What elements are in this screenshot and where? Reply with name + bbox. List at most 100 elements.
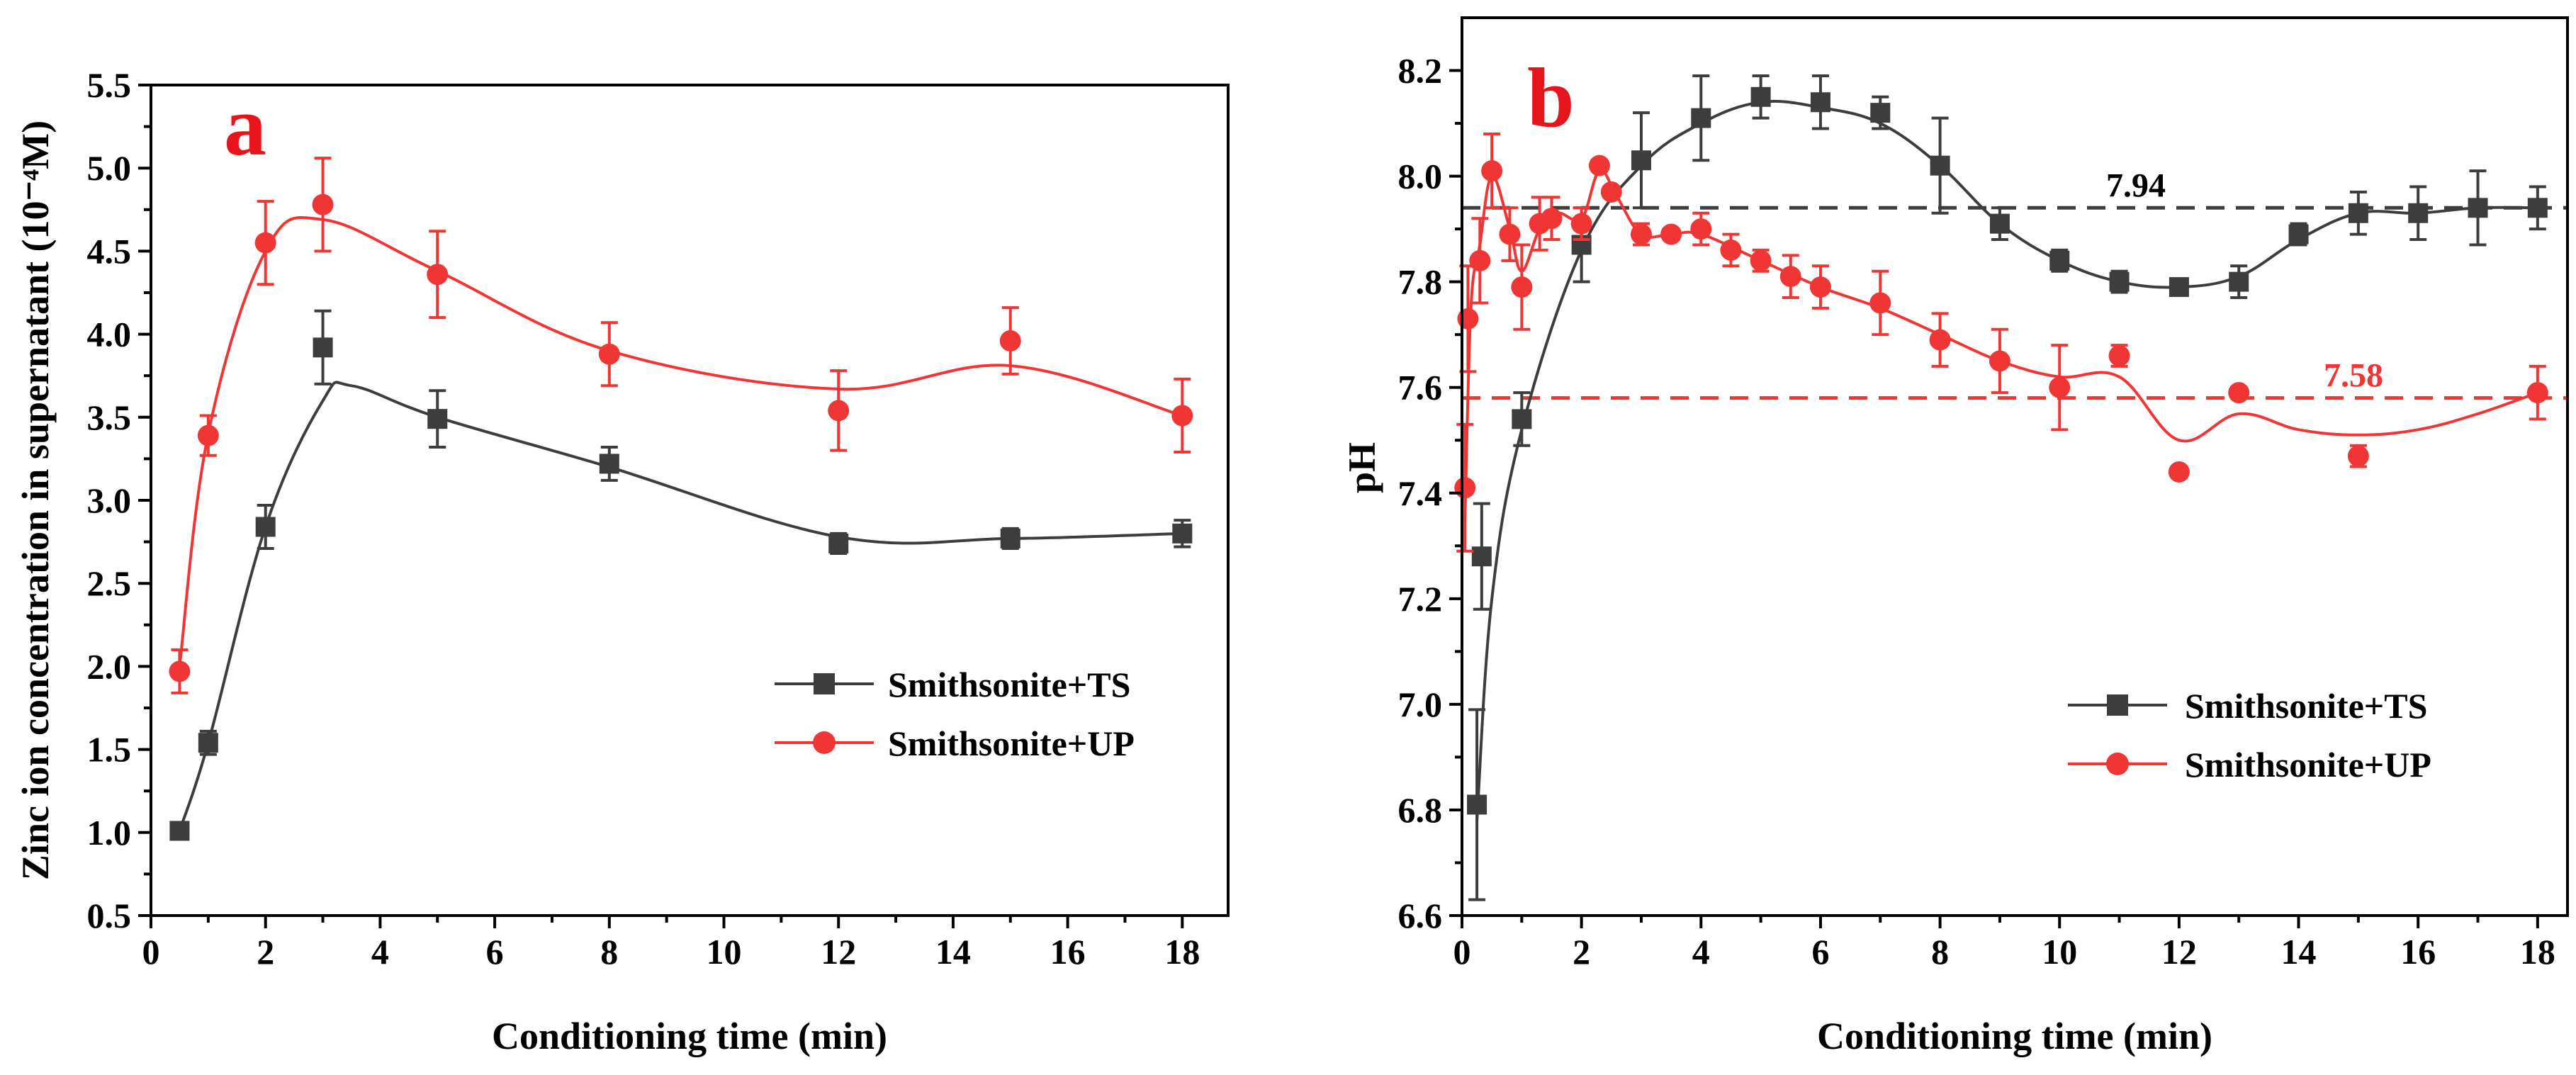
legend-ts-label: Smithsonite+TS [888, 665, 1130, 704]
data-point-square [1471, 546, 1492, 567]
y-tick-label: 2.0 [87, 646, 132, 686]
legend-ts-label: Smithsonite+TS [2185, 686, 2427, 726]
panel-b-chart: 0 2 4 6 8 10 12 14 16 18 6.6 6.8 7.0 7.2 7.4 7.6 7.8 8.0 8… [1341, 16, 2569, 1057]
data-point-square [1870, 103, 1891, 123]
data-point-circle [1929, 329, 1951, 351]
y-tick-label: 8.2 [1398, 51, 1443, 91]
data-point-square [2109, 271, 2130, 292]
y-tick-label: 5.5 [87, 65, 132, 105]
x-tick-label: 14 [2281, 932, 2317, 972]
data-point-circle [999, 330, 1021, 351]
y-tick-label: 1.5 [87, 730, 132, 770]
y-tick-label: 1.0 [87, 813, 132, 852]
data-point-circle [1481, 160, 1503, 182]
x-tick-label: 14 [935, 932, 971, 972]
data-point-circle [1600, 181, 1622, 203]
data-point-square [2049, 250, 2070, 271]
data-point-circle [1171, 405, 1193, 427]
x-tick-label: 8 [1931, 932, 1949, 972]
fit-curve [1475, 99, 2538, 821]
data-point-square [2229, 271, 2249, 292]
y-tick-label: 2.5 [87, 563, 132, 603]
data-point-circle [427, 264, 449, 286]
data-point-circle [1869, 292, 1891, 314]
y-tick-label: 8.0 [1398, 157, 1443, 196]
panel-a-legend: Smithsonite+TS Smithsonite+UP [775, 665, 1135, 763]
data-point-circle [1809, 276, 1831, 298]
panel-a-chart: 0 2 4 6 8 10 12 14 16 18 0.5 1.0 1.5 2.0 2.5 3.0 3.5 4.0 4… [14, 65, 1230, 1057]
ref-line-label-7-58: 7.58 [2324, 357, 2383, 395]
data-point-circle [2108, 344, 2130, 366]
panel-a-ticks: 0 2 4 6 8 10 12 14 16 18 0.5 1.0 1.5 2.0 2.5 3.0 3.5 4.0 4… [87, 65, 1200, 972]
fit-curve [178, 381, 1183, 832]
data-point-circle [1720, 239, 1742, 261]
y-tick-label: 6.6 [1398, 896, 1443, 935]
data-point-square [1930, 155, 1950, 176]
x-tick-label: 4 [1692, 932, 1710, 972]
legend-up-label: Smithsonite+UP [888, 724, 1135, 763]
data-point-circle [1989, 350, 2010, 372]
y-tick-label: 5.0 [87, 148, 132, 188]
panel-b-ticks: 0 2 4 6 8 10 12 14 16 18 6.6 6.8 7.0 7.2 7.4 7.6 7.8 8.0 8… [1398, 51, 2555, 972]
y-tick-label: 7.0 [1398, 685, 1443, 724]
data-point-circle [254, 232, 276, 254]
panel-a-axes-frame [150, 84, 1230, 917]
panel-a-letter: a [224, 79, 266, 173]
data-point-circle [1541, 208, 1563, 230]
y-tick-label: 4.5 [87, 231, 132, 271]
data-point-circle [1630, 223, 1652, 245]
data-point-circle [1469, 249, 1491, 271]
data-point-circle [1779, 266, 1801, 288]
data-point-square [2468, 198, 2488, 218]
panel-b-y-axis-title: pH [1341, 442, 1383, 493]
data-point-square [828, 533, 849, 553]
x-tick-label: 18 [1164, 932, 1200, 972]
data-point-circle [1750, 249, 1772, 271]
legend-up-label: Smithsonite+UP [2185, 745, 2431, 784]
data-point-square [1172, 523, 1193, 544]
data-point-square [599, 454, 619, 474]
data-point-circle [2526, 382, 2548, 404]
y-tick-label: 7.6 [1398, 368, 1443, 407]
legend-up-circle-marker [813, 731, 836, 754]
data-point-circle [2347, 445, 2369, 467]
panel-b-axes-frame [1461, 16, 2569, 917]
data-point-square [1810, 92, 1830, 113]
legend-ts-square-marker [2107, 694, 2128, 716]
data-point-circle [1499, 223, 1521, 245]
data-point-circle [828, 400, 850, 422]
panel-a-x-axis-title: Conditioning time (min) [492, 1015, 887, 1057]
data-point-circle [1690, 218, 1712, 240]
y-tick-label: 6.8 [1398, 790, 1443, 830]
data-point-square [2527, 198, 2548, 218]
ref-line-label-7-94: 7.94 [2106, 167, 2166, 204]
data-point-square [1691, 108, 1711, 128]
data-point-square [1512, 409, 1532, 429]
x-tick-label: 12 [2161, 932, 2197, 972]
y-tick-label: 0.5 [87, 896, 132, 935]
data-point-square [427, 409, 448, 429]
x-tick-label: 4 [371, 932, 389, 972]
x-tick-label: 6 [1811, 932, 1829, 972]
x-tick-label: 16 [1050, 932, 1086, 972]
data-point-square [2408, 203, 2429, 223]
legend-ts-square-marker [814, 673, 835, 694]
x-tick-label: 10 [2042, 932, 2077, 972]
data-point-circle [197, 424, 219, 446]
data-point-circle [1454, 477, 1476, 499]
data-point-square [1000, 528, 1020, 548]
data-point-square [198, 733, 218, 753]
y-tick-label: 7.8 [1398, 262, 1443, 302]
x-tick-label: 10 [707, 932, 742, 972]
fit-curve [178, 215, 1183, 667]
data-point-square [2288, 224, 2309, 244]
x-tick-label: 18 [2520, 932, 2555, 972]
data-point-square [169, 821, 190, 841]
panel-b-plot-area [1454, 74, 2567, 901]
y-tick-label: 3.5 [87, 398, 132, 437]
data-point-square [1989, 213, 2010, 234]
x-tick-label: 0 [1453, 932, 1471, 972]
data-point-square [1467, 794, 1487, 815]
data-point-square [2348, 203, 2368, 223]
